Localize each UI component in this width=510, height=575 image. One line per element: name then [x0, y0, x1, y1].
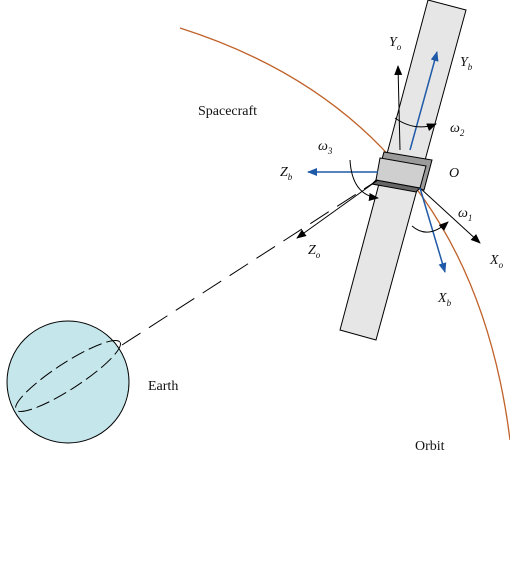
- axis-xo: [419, 187, 481, 244]
- orbit-label: Orbit: [415, 439, 445, 454]
- subscript: o: [499, 260, 504, 270]
- earth-label: Earth: [148, 379, 178, 394]
- symbol: X: [489, 253, 499, 268]
- label-xo: Xo: [489, 253, 504, 270]
- axis-yb: [409, 51, 439, 151]
- label-w2: ω2: [450, 121, 465, 138]
- earth-ellipse: [15, 340, 121, 412]
- symbol: Z: [308, 243, 316, 258]
- spacecraft-label: Spacecraft: [198, 104, 257, 119]
- symbol: ω: [450, 121, 460, 136]
- origin-label: O: [449, 166, 459, 181]
- subscript: 3: [327, 146, 333, 156]
- label-zb: Zb: [280, 165, 293, 182]
- earth: [6, 320, 130, 444]
- rotation-w1: [411, 221, 449, 233]
- subscript: b: [447, 298, 452, 308]
- symbol: X: [437, 291, 447, 306]
- subscript: 1: [468, 213, 473, 223]
- symbol: ω: [318, 139, 328, 154]
- symbol: ω: [458, 206, 468, 221]
- symbol: Y: [460, 55, 470, 70]
- subscript: b: [288, 172, 293, 182]
- rotation-w2: [394, 117, 437, 131]
- symbol: Y: [389, 35, 399, 50]
- label-yo: Yo: [389, 35, 402, 52]
- subscript: o: [397, 42, 402, 52]
- axis-xb: [419, 187, 447, 273]
- orbit-curve: [179, 27, 510, 441]
- symbol: Z: [280, 165, 288, 180]
- label-w3: ω3: [318, 139, 333, 156]
- subscript: o: [316, 250, 321, 260]
- label-zo: Zo: [308, 243, 321, 260]
- earth-line: [121, 179, 379, 346]
- axis-zo: [296, 179, 379, 239]
- rotation-w3: [349, 159, 379, 201]
- label-xb: Xb: [437, 291, 452, 308]
- label-w1: ω1: [458, 206, 472, 223]
- axis-yo: [394, 65, 403, 151]
- label-yb: Yb: [460, 55, 473, 72]
- subscript: 2: [460, 128, 465, 138]
- subscript: b: [468, 62, 473, 72]
